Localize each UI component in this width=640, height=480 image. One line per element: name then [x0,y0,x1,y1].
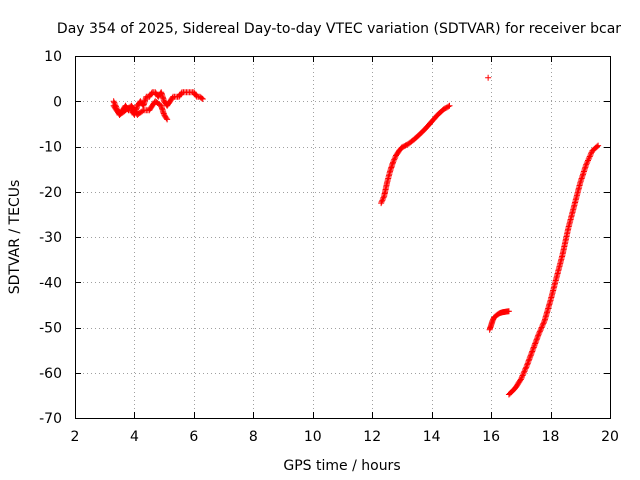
data-point-marker [199,95,206,102]
data-point-marker [535,331,542,338]
x-tick-label: 2 [71,429,80,445]
data-point-marker [521,367,528,374]
x-tick-label: 12 [363,429,381,445]
data-point-marker [522,365,529,372]
data-point-marker [111,100,118,107]
data-point-marker [391,156,398,163]
data-point-marker [519,372,526,379]
data-point-marker [520,369,527,376]
data-point-marker [114,106,121,113]
data-point-marker [519,373,526,380]
data-point-marker [111,99,118,106]
data-point-marker [114,107,121,114]
data-point-marker [517,376,524,383]
data-point-marker [113,105,120,112]
y-tick-label: -20 [39,185,62,201]
data-series [505,142,602,398]
data-series [486,308,512,333]
grid-layer [75,56,610,418]
y-tick-label: 0 [53,94,62,110]
data-point-marker [445,103,452,110]
x-tick-label: 4 [130,429,139,445]
data-point-marker [539,323,546,330]
data-point-marker [594,143,601,150]
data-point-marker [539,321,546,328]
data-point-marker [587,152,594,159]
y-tick-label: -50 [39,321,62,337]
data-point-marker [583,161,590,168]
x-tick-label: 10 [304,429,322,445]
data-layer [110,74,602,398]
data-point-marker [585,156,592,163]
x-tick-label: 6 [189,429,198,445]
data-series [378,102,453,207]
y-axis-label: SDTVAR / TECUs [7,180,23,295]
data-series [110,98,171,123]
data-point-marker [538,324,545,331]
y-tick-label: 10 [44,49,62,65]
data-series [485,74,492,81]
data-point-marker [586,153,593,160]
data-point-marker [380,194,387,201]
x-tick-label: 16 [482,429,500,445]
data-point-marker [390,157,397,164]
data-point-marker [113,103,120,110]
data-point-marker [536,328,543,335]
data-point-marker [164,116,171,123]
data-point-marker [520,371,527,378]
data-point-marker [521,368,528,375]
data-point-marker [538,325,545,332]
data-point-marker [112,102,119,109]
data-point-marker [391,155,398,162]
data-point-marker [139,108,146,115]
data-point-marker [110,98,117,105]
data-point-marker [585,157,592,164]
data-point-marker [505,308,512,315]
data-point-marker [198,95,205,102]
data-point-marker [378,198,385,205]
x-tick-label: 20 [601,429,619,445]
x-tick-label: 14 [423,429,441,445]
y-tick-label: -40 [39,275,62,291]
data-point-marker [584,158,591,165]
data-point-marker [378,200,385,207]
data-point-marker [536,329,543,336]
data-point-marker [540,320,547,327]
data-point-marker [390,159,397,166]
data-point-marker [446,102,453,109]
data-point-marker [163,115,170,122]
tick-layer: 2 4 6 8 10 12 14 16 18 20 10 0 -10 -20 -30 -40 -50 -60 -70 [39,49,619,445]
y-tick-label: -30 [39,230,62,246]
data-point-marker [586,154,593,161]
data-point-marker [523,364,530,371]
data-point-marker [485,74,492,81]
data-point-marker [379,195,386,202]
data-point-marker [379,197,386,204]
chart-title: Day 354 of 2025, Sidereal Day-to-day VTE… [57,21,621,37]
x-axis-label: GPS time / hours [283,458,400,474]
x-tick-label: 18 [542,429,560,445]
data-point-marker [541,319,548,326]
data-point-marker [583,160,590,167]
data-point-marker [537,327,544,334]
y-tick-label: -70 [39,411,62,427]
x-tick-label: 8 [249,429,258,445]
y-tick-label: -10 [39,140,62,156]
data-point-marker [518,375,525,382]
data-point-marker [595,142,602,149]
y-tick-label: -60 [39,366,62,382]
data-point-marker [587,150,594,157]
